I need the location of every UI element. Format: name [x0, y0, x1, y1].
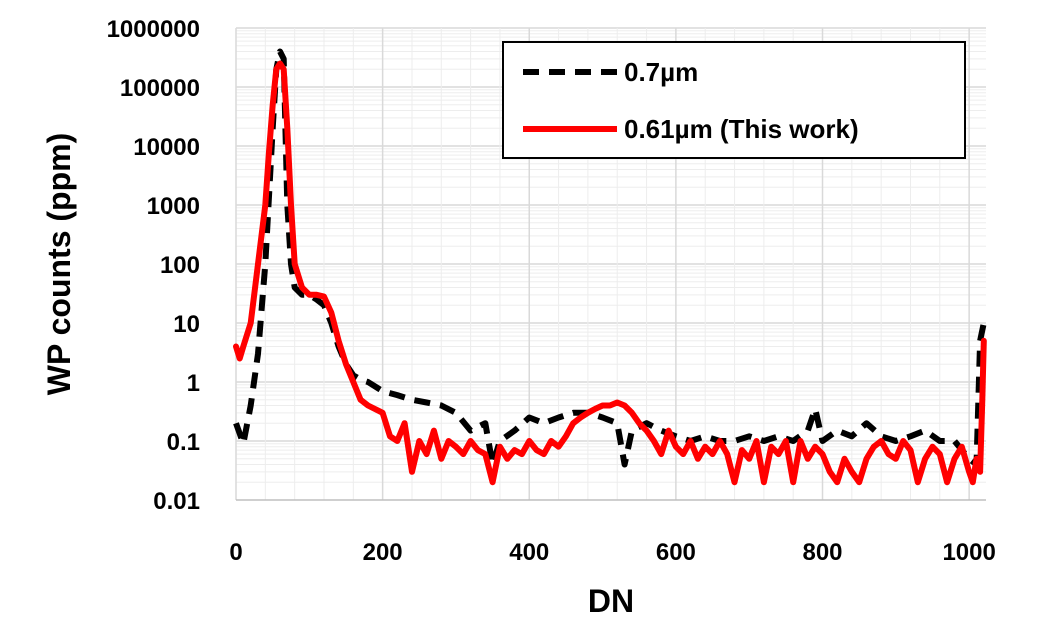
- y-tick-label: 10000: [133, 134, 200, 161]
- y-tick-labels: 0.01 0.1 1 10 100 1000 10000 100000 1000000: [107, 16, 200, 515]
- y-tick-label: 1000: [147, 193, 200, 220]
- series-lines: [233, 48, 987, 486]
- y-tick-label: 0.1: [167, 429, 200, 456]
- y-tick-label: 0.01: [153, 488, 200, 515]
- x-tick-label: 1000: [942, 539, 995, 566]
- legend-label-0.7um: 0.7µm: [624, 57, 698, 87]
- series-line-0.61um: [233, 60, 987, 486]
- y-tick-label: 1000000: [107, 16, 200, 43]
- x-axis-title: DN: [588, 583, 634, 618]
- series-line-0.7um: [233, 48, 987, 468]
- x-tick-label: 200: [363, 539, 403, 566]
- y-tick-label: 10: [173, 311, 200, 338]
- x-tick-label: 600: [656, 539, 696, 566]
- x-tick-label: 800: [802, 539, 842, 566]
- y-tick-label: 100000: [120, 75, 200, 102]
- y-tick-label: 100: [160, 252, 200, 279]
- x-tick-label: 0: [229, 539, 242, 566]
- x-tick-label: 400: [509, 539, 549, 566]
- legend-label-0.61um: 0.61µm (This work): [624, 114, 859, 144]
- y-axis-title: WP counts (ppm): [41, 133, 77, 396]
- legend: 0.7µm 0.61µm (This work): [502, 41, 966, 159]
- legend-box: [502, 41, 966, 159]
- y-tick-label: 1: [187, 370, 200, 397]
- grid-lines: [235, 27, 986, 500]
- x-tick-labels: 0 200 400 600 800 1000: [229, 539, 996, 566]
